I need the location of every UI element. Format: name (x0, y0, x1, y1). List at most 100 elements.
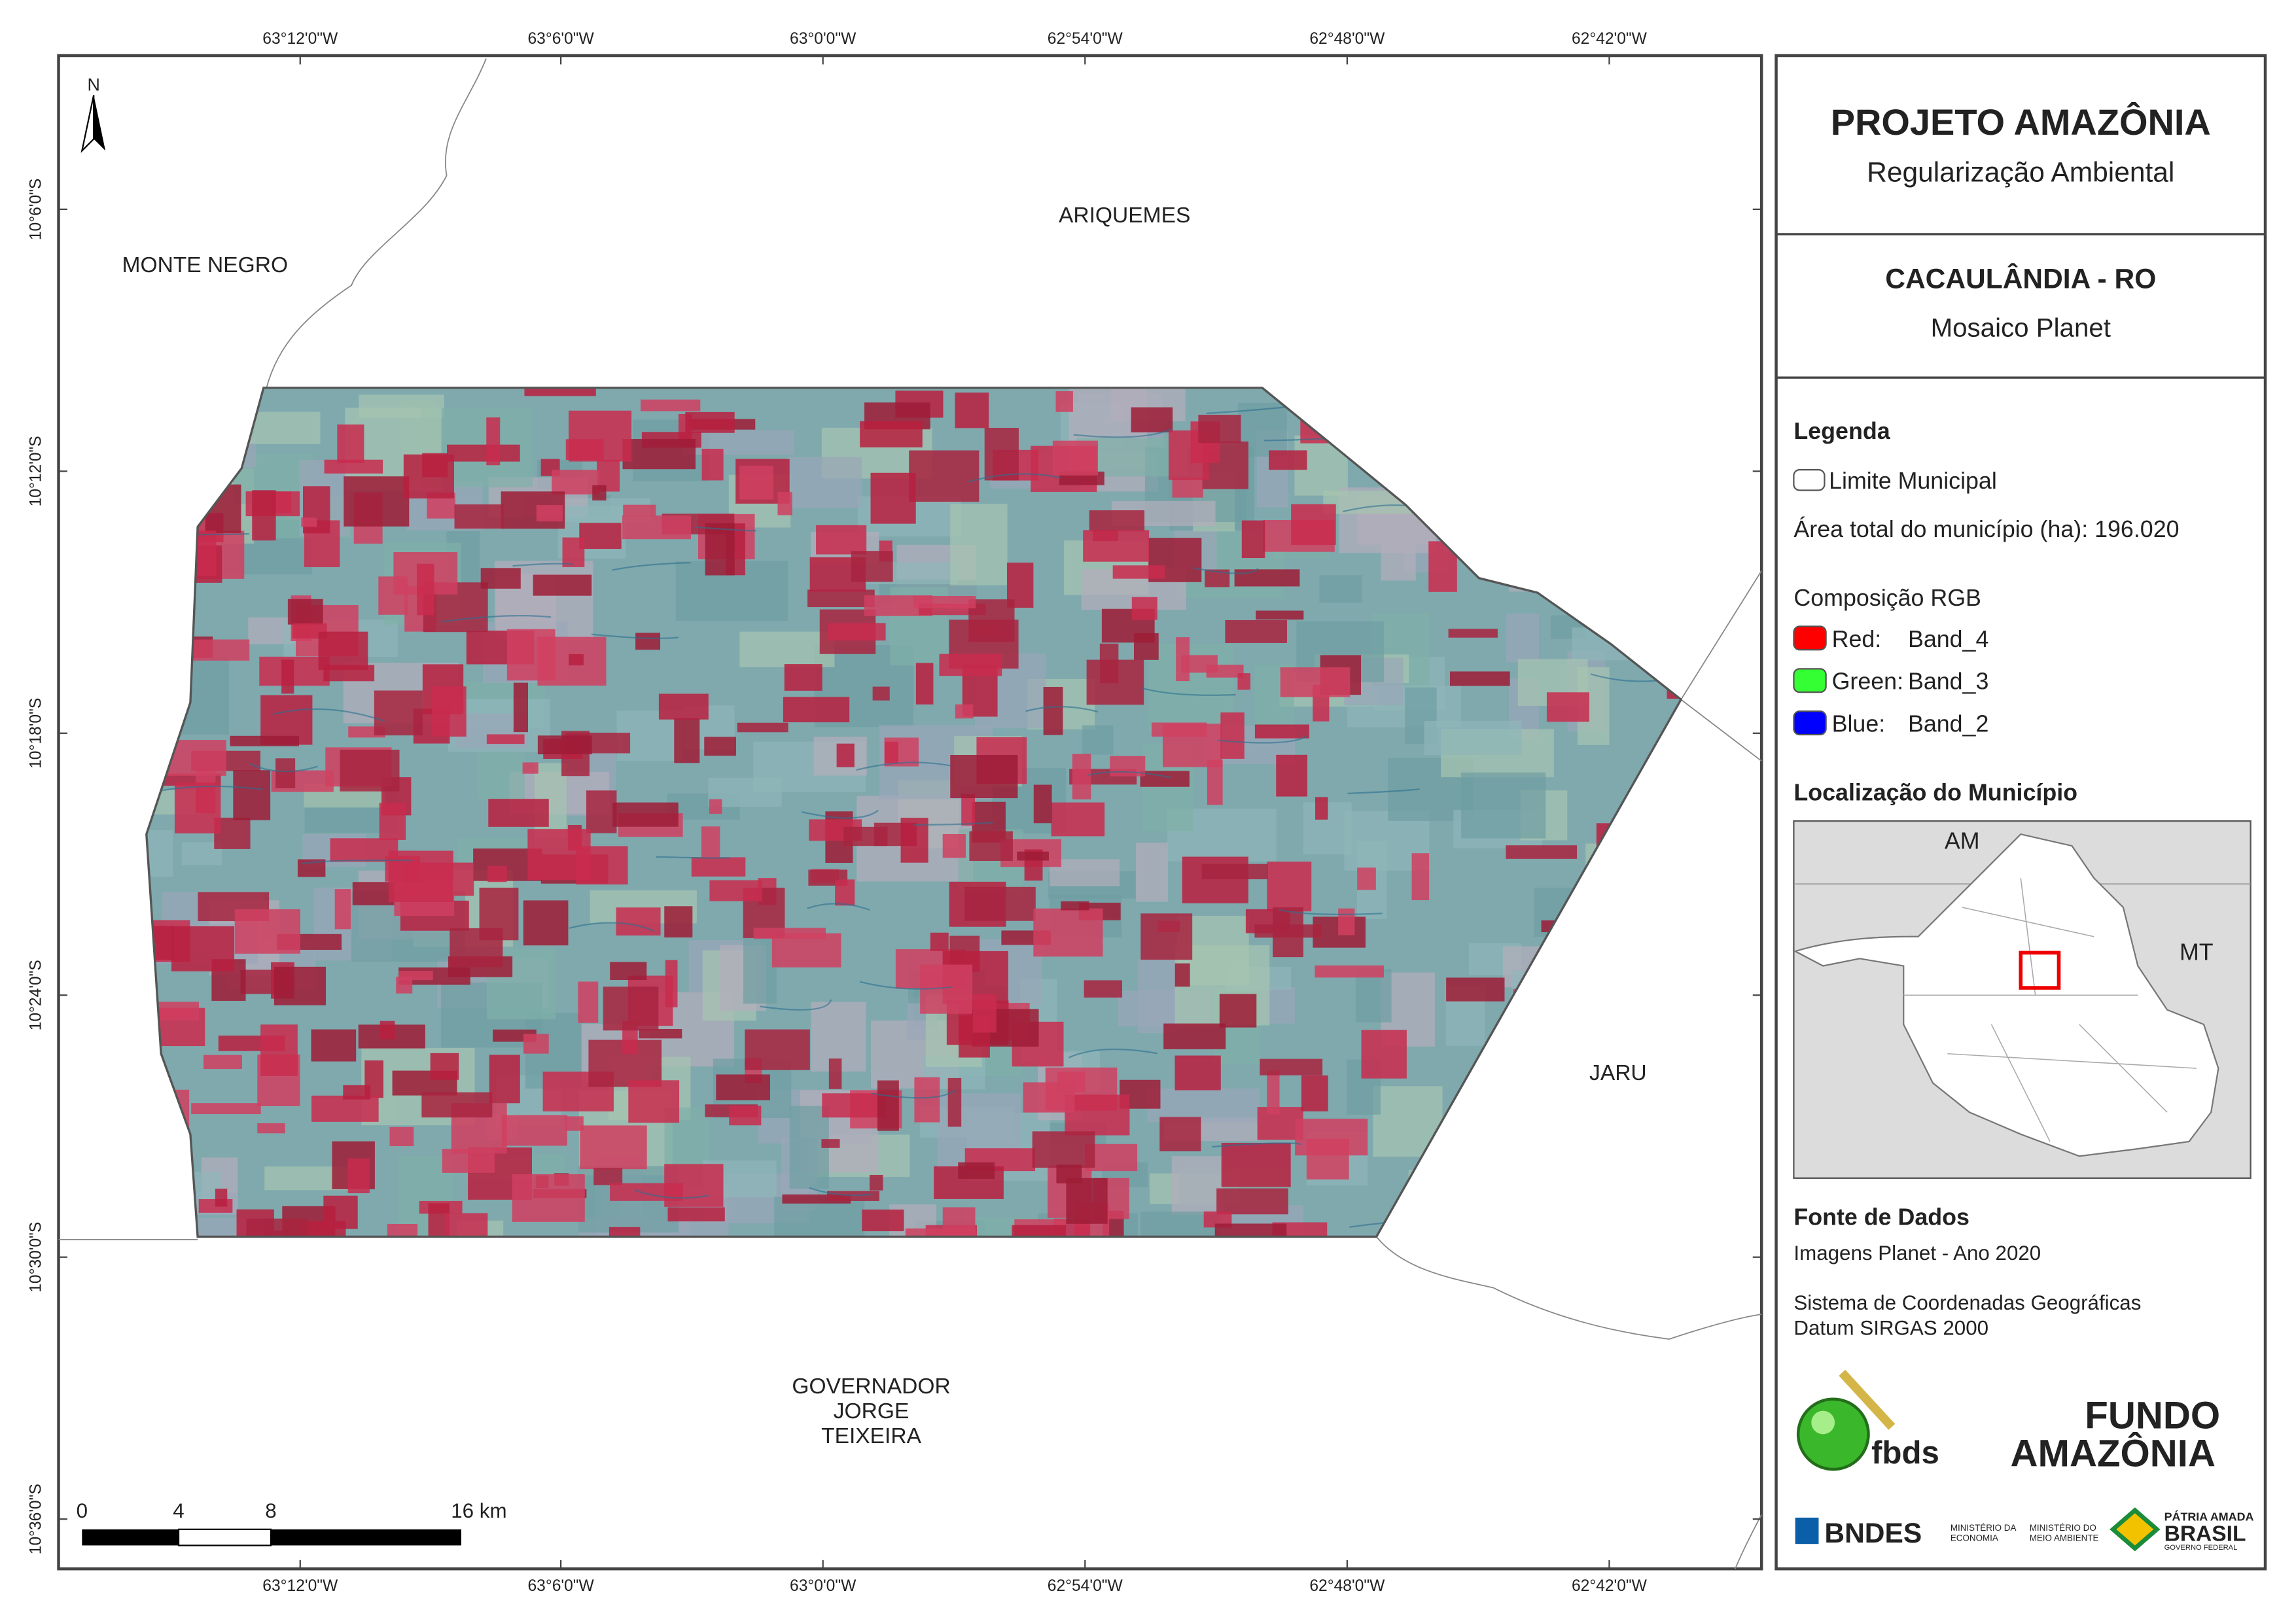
imagery-patch (1237, 673, 1251, 690)
river (1218, 735, 1309, 744)
municipal-boundary (145, 387, 1683, 1238)
imagery-patch (1260, 1058, 1323, 1075)
imagery-patch (623, 504, 656, 517)
imagery-patch (274, 966, 326, 1005)
ministry-logo: ECONOMIA (1951, 1533, 1998, 1543)
scale-segment (177, 1528, 272, 1546)
imagery-patch (454, 504, 504, 529)
imagery-patch (233, 770, 271, 820)
imagery-patch (955, 393, 989, 428)
river (441, 615, 552, 623)
imagery-patch (1112, 565, 1165, 579)
state-label: AM (1945, 828, 1980, 854)
imagery-patch (939, 654, 1002, 676)
place-label: JARU (1589, 1061, 1647, 1085)
scale-bar (82, 1528, 461, 1546)
imagery-tile (146, 830, 173, 877)
fundo-logo: AMAZÔNIA (2011, 1433, 2216, 1475)
imagery-patch (860, 421, 923, 447)
imagery-patch (486, 734, 525, 744)
info-panel (1775, 54, 2267, 1571)
x-coordinate-label: 63°6'0"W (527, 30, 594, 48)
imagery-patch (1357, 867, 1376, 890)
ministry-logo: MINISTÉRIO DO (2030, 1523, 2096, 1533)
brasil-mark (2110, 1507, 2161, 1552)
x-coordinate-label: 62°42'0"W (1572, 30, 1648, 48)
imagery-patch (1269, 450, 1307, 470)
imagery-patch (513, 682, 529, 733)
imagery-patch (1140, 913, 1193, 960)
legend-band: Band_2 (1908, 711, 1988, 737)
imagery-patch (827, 623, 886, 641)
fbds-logo: fbds (1871, 1435, 1939, 1471)
logos: fbds FUNDO AMAZÔNIA BNDES MINISTÉRIO DA … (1795, 1369, 2254, 1552)
imagery-patch (729, 1106, 762, 1126)
imagery-patch (1033, 908, 1103, 957)
imagery-patch (1273, 907, 1303, 958)
imagery-patch (450, 928, 503, 968)
imagery-patch (311, 1029, 357, 1062)
imagery-patch (984, 428, 1019, 481)
imagery-patch (737, 722, 788, 733)
imagery-patch (827, 1191, 879, 1201)
imagery-patch (930, 932, 949, 951)
imagery-patch (1065, 1094, 1130, 1136)
river (914, 822, 993, 826)
imagery-patch (609, 1227, 641, 1237)
imagery-patch (324, 459, 383, 474)
imagery-patch (230, 735, 299, 746)
imagery-patch (610, 962, 647, 981)
river (1278, 909, 1383, 916)
brasil-logo: PÁTRIA AMADA (2164, 1509, 2254, 1523)
x-coordinate-label: 62°42'0"W (1572, 1577, 1648, 1595)
river (1192, 567, 1259, 574)
imagery-patch (704, 737, 736, 756)
imagery-patch (705, 523, 735, 576)
north-label: N (88, 75, 100, 95)
imagery-patch (807, 589, 875, 608)
legend-swatch (1793, 469, 1826, 491)
imagery-patch (691, 857, 746, 877)
imagery-patch (639, 1028, 682, 1039)
imagery-patch (344, 476, 410, 527)
imagery-patch (1448, 629, 1498, 638)
imagery-patch (816, 525, 867, 555)
imagery-patch (1216, 1188, 1288, 1215)
imagery-patch (323, 1195, 358, 1229)
imagery-patch (955, 704, 974, 719)
imagery-patch (1225, 620, 1288, 643)
imagery-tile (1460, 772, 1546, 839)
scale-segment (82, 1529, 179, 1546)
image-source: Mosaico Planet (1931, 313, 2111, 343)
imagery-patch (851, 551, 893, 582)
river (760, 999, 832, 1011)
area-text: Área total do município (ha): 196.020 (1793, 516, 2179, 542)
imagery-patch (1280, 667, 1351, 697)
imagery-patch (1159, 1117, 1201, 1151)
imagery-tile (786, 457, 862, 508)
river (1347, 788, 1420, 795)
imagery-patch (318, 631, 368, 671)
imagery-patch (579, 523, 622, 550)
imagery-patch (580, 1125, 647, 1170)
imagery-patch (552, 470, 600, 495)
imagery-patch (158, 1002, 199, 1021)
river (1069, 1048, 1157, 1058)
imagery-patch (1163, 1023, 1226, 1049)
imagery-patch (843, 826, 888, 846)
state-label: MT (2180, 939, 2214, 966)
y-coordinate-label: 10°30'0"S (27, 1222, 45, 1293)
north-arrow (94, 95, 106, 151)
panel-subtitle: Regularização Ambiental (1867, 157, 2174, 188)
imagery-patch (1033, 784, 1052, 824)
imagery-patch (1219, 994, 1257, 1028)
imagery-patch (1256, 610, 1304, 620)
imagery-patch (506, 629, 556, 681)
y-coordinate-label: 10°24'0"S (27, 960, 45, 1030)
imagery-patch (914, 1077, 940, 1123)
imagery-patch (257, 1123, 285, 1134)
imagery-patch (512, 1174, 585, 1222)
imagery-patch (1012, 1225, 1067, 1237)
boundary-line (1375, 1236, 1762, 1340)
imagery-patch (374, 690, 423, 736)
